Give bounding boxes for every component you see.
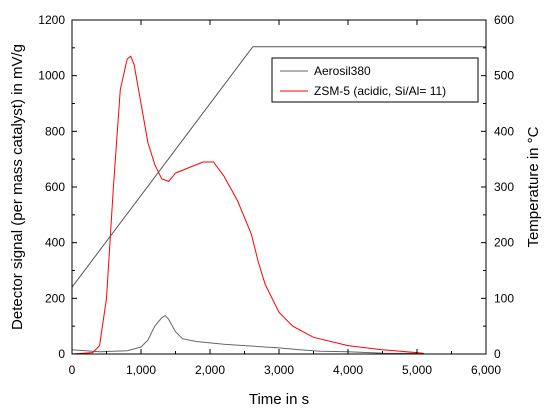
y2-axis-title: Temperature in °C [525, 126, 542, 247]
y2-tick-label: 500 [494, 69, 514, 83]
legend: Aerosil380 ZSM-5 (acidic, Si/Al= 11) [271, 57, 479, 103]
y2-tick-label: 300 [494, 180, 514, 194]
plot-lines [71, 46, 486, 355]
y2-tick-label: 0 [494, 347, 501, 361]
x-tick-label: 1,000 [126, 363, 156, 377]
y-tick-label: 800 [45, 124, 65, 138]
x-tick-label: 3,000 [264, 363, 294, 377]
y-axis-title: Detector signal (per mass catalyst) in m… [9, 44, 26, 330]
y-tick-label: 0 [58, 347, 65, 361]
series-line-temperature [71, 46, 486, 288]
legend-label-zsm5: ZSM-5 (acidic, Si/Al= 11) [314, 84, 446, 98]
series-line-zsm5 [71, 55, 424, 355]
y2-tick-label: 400 [494, 124, 514, 138]
y-tick-label: 600 [45, 180, 65, 194]
axis-ticks: 0 1,000 2,000 3,000 4,000 5,000 6,000 0 200 400 60… [38, 13, 514, 377]
x-tick-label: 4,000 [333, 363, 363, 377]
legend-label-aerosil: Aerosil380 [314, 64, 371, 78]
x-tick-label: 6,000 [471, 363, 501, 377]
series-line-aerosil [71, 314, 418, 354]
y2-tick-label: 600 [494, 13, 514, 27]
x-tick-label: 0 [69, 363, 76, 377]
y-tick-label: 1000 [38, 69, 65, 83]
x-tick-label: 5,000 [402, 363, 432, 377]
y2-tick-label: 200 [494, 236, 514, 250]
y-tick-label: 1200 [38, 13, 65, 27]
y2-tick-label: 100 [494, 291, 514, 305]
x-axis-title: Time in s [249, 391, 309, 408]
y-tick-label: 400 [45, 236, 65, 250]
x-tick-label: 2,000 [195, 363, 225, 377]
legend-box [271, 57, 479, 103]
y-tick-label: 200 [45, 291, 65, 305]
